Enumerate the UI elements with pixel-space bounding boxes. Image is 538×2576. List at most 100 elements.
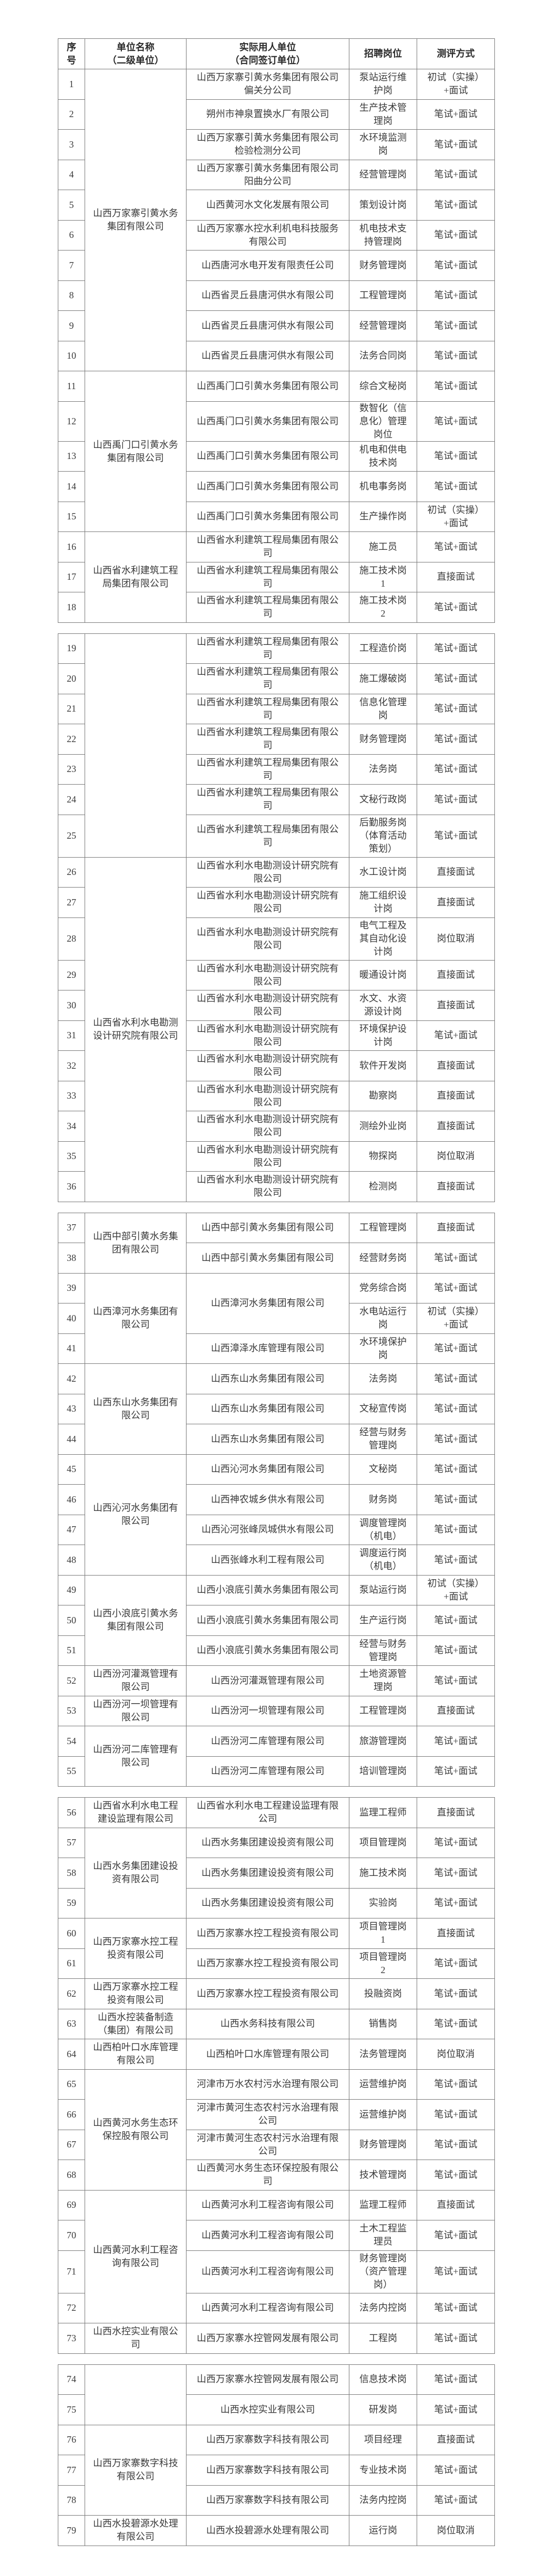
assessment-method-cell: 直接面试 bbox=[417, 1111, 495, 1142]
table-row: 45 山西沁河水务集团有限公司 山西沁河水务集团有限公司 文秘岗 笔试+面试 bbox=[58, 1454, 495, 1576]
position-cell: 工程岗 bbox=[349, 2323, 417, 2354]
serial-number-cell: 24 bbox=[58, 784, 85, 815]
position-cell: 财务管理岗 bbox=[349, 2129, 417, 2160]
assessment-method-cell: 初试（实操）+面试 bbox=[417, 69, 495, 100]
serial-number-cell: 59 bbox=[58, 1887, 85, 1918]
position-cell: 投融资岗 bbox=[349, 1978, 417, 2009]
table-row: 51 山西小浪底引黄水务集团有限公司 经营与财务管理岗 笔试+面试 bbox=[58, 1635, 495, 1666]
employer-cell: 山西省水利水电勘测设计研究院有限公司 bbox=[186, 857, 349, 888]
employer-cell: 山西万家寨数字科技有限公司 bbox=[186, 2455, 349, 2486]
serial-number-cell: 69 bbox=[58, 2189, 85, 2220]
employer-cell: 山西省水利建筑工程局集团有限公司 bbox=[186, 531, 349, 562]
serial-number-cell: 29 bbox=[58, 960, 85, 990]
table-row: 11 山西禹门口引黄水务集团有限公司 山西禹门口引黄水务集团有限公司 综合文秘岗 笔试+… bbox=[58, 371, 495, 532]
serial-number-cell: 30 bbox=[58, 990, 85, 1021]
position-cell: 水环境保护岗 bbox=[349, 1333, 417, 1364]
assessment-method-cell: 直接面试 bbox=[417, 1695, 495, 1726]
assessment-method-cell: 笔试+面试 bbox=[417, 2485, 495, 2516]
position-cell: 施工技术岗 2 bbox=[349, 592, 417, 623]
table-row: 77 山西万家寨数字科技有限公司 专业技术岗 笔试+面试 bbox=[58, 2455, 495, 2486]
serial-number-cell: 54 bbox=[58, 1726, 85, 1757]
position-cell: 施工技术岗 bbox=[349, 1858, 417, 1889]
serial-number-cell: 21 bbox=[58, 693, 85, 724]
position-cell: 泵站运行维护岗 bbox=[349, 69, 417, 100]
employer-cell: 山西中部引黄水务集团有限公司 bbox=[186, 1243, 349, 1274]
assessment-method-cell: 直接面试 bbox=[417, 2189, 495, 2220]
employer-cell: 山西神农城乡供水有限公司 bbox=[186, 1484, 349, 1515]
serial-number-cell: 49 bbox=[58, 1574, 85, 1605]
assessment-method-cell: 直接面试 bbox=[417, 887, 495, 918]
table-row: 59 山西水务集团建设投资有限公司 实验岗 笔试+面试 bbox=[58, 1887, 495, 1918]
assessment-method-cell: 笔试+面试 bbox=[417, 1333, 495, 1364]
unit-name-cell bbox=[85, 2364, 187, 2425]
table-row: 49 山西小浪底引黄水务集团有限公司 山西小浪底引黄水务集团有限公司 泵站运行岗 初试（… bbox=[58, 1574, 495, 1666]
table-row: 18 山西省水利建筑工程局集团有限公司 施工技术岗 2 笔试+面试 bbox=[58, 592, 495, 623]
serial-number-cell: 31 bbox=[58, 1020, 85, 1051]
assessment-method-cell: 笔试+面试 bbox=[417, 531, 495, 562]
employer-cell: 山西省水利水电勘测设计研究院有限公司 bbox=[186, 990, 349, 1021]
employer-cell: 山西东山水务集团有限公司 bbox=[186, 1363, 349, 1394]
assessment-method-cell: 直接面试 bbox=[417, 2424, 495, 2455]
recruitment-table-page-1: 序 号单位名称 （二级单位） 实际用人单位 （合同签订单位） 招聘岗位 测评方式 1 山西… bbox=[58, 38, 495, 623]
position-cell: 项目经理 bbox=[349, 2424, 417, 2455]
position-cell: 软件开发岗 bbox=[349, 1050, 417, 1081]
position-cell: 培训管理岗 bbox=[349, 1756, 417, 1787]
serial-number-cell: 76 bbox=[58, 2424, 85, 2455]
unit-name-cell: 山西万家寨水控工程投资有限公司 bbox=[85, 1978, 187, 2009]
assessment-method-cell: 笔试+面试 bbox=[417, 2455, 495, 2486]
employer-cell: 山西万家寨水控工程投资有限公司 bbox=[186, 1918, 349, 1949]
assessment-method-cell: 笔试+面试 bbox=[417, 1273, 495, 1303]
position-cell: 水文、水资源设计岗 bbox=[349, 990, 417, 1021]
employer-cell: 山西省水利水电勘测设计研究院有限公司 bbox=[186, 1111, 349, 1142]
employer-cell: 山西黄河水文化发展有限公司 bbox=[186, 190, 349, 221]
position-cell: 财务岗 bbox=[349, 1484, 417, 1515]
unit-name-cell: 山西东山水务集团有限公司 bbox=[85, 1363, 187, 1455]
assessment-method-cell: 笔试+面试 bbox=[417, 1363, 495, 1394]
serial-number-cell: 10 bbox=[58, 340, 85, 371]
table-row: 76 山西万家寨数字科技有限公司 山西万家寨数字科技有限公司 项目经理 直接面试 bbox=[58, 2424, 495, 2516]
assessment-method-cell: 笔试+面试 bbox=[417, 1756, 495, 1787]
employer-cell: 山西水务集团建设投资有限公司 bbox=[186, 1887, 349, 1918]
employer-cell: 山西省水利建筑工程局集团有限公司 bbox=[186, 724, 349, 755]
serial-number-cell: 41 bbox=[58, 1333, 85, 1364]
employer-cell: 山西水务科技有限公司 bbox=[186, 2008, 349, 2039]
unit-name-cell: 山西省水利水电勘测设计研究院有限公司 bbox=[85, 857, 187, 1202]
table-row: 1 山西万家寨引黄水务集团有限公司 山西万家寨引黄水务集团有限公司偏关分公司 泵站运行… bbox=[58, 69, 495, 371]
employer-cell: 山西万家寨数字科技有限公司 bbox=[186, 2424, 349, 2455]
serial-number-cell: 35 bbox=[58, 1141, 85, 1172]
position-cell: 工程管理岗 bbox=[349, 1212, 417, 1243]
assessment-method-cell: 笔试+面试 bbox=[417, 2323, 495, 2354]
serial-number-cell: 40 bbox=[58, 1303, 85, 1334]
position-cell: 技术管理岗 bbox=[349, 2160, 417, 2191]
table-row: 57 山西水务集团建设投资有限公司 山西水务集团建设投资有限公司 项目管理岗 笔试+面试 bbox=[58, 1827, 495, 1918]
table-row: 37 山西中部引黄水务集团有限公司 山西中部引黄水务集团有限公司 工程管理岗 直接面试 bbox=[58, 1212, 495, 1274]
recruitment-table-page-3: 37 山西中部引黄水务集团有限公司 山西中部引黄水务集团有限公司 工程管理岗 直接面试 3… bbox=[58, 1212, 495, 1787]
serial-number-cell: 65 bbox=[58, 2069, 85, 2100]
position-cell: 项目管理岗 2 bbox=[349, 1948, 417, 1979]
serial-number-cell: 19 bbox=[58, 633, 85, 664]
employer-cell: 山西省水利建筑工程局集团有限公司 bbox=[186, 754, 349, 785]
serial-number-cell: 51 bbox=[58, 1635, 85, 1666]
serial-number-cell: 50 bbox=[58, 1605, 85, 1636]
employer-cell: 山西东山水务集团有限公司 bbox=[186, 1424, 349, 1455]
serial-number-cell: 7 bbox=[58, 250, 85, 281]
serial-number-cell: 67 bbox=[58, 2129, 85, 2160]
position-cell: 法务岗 bbox=[349, 1363, 417, 1394]
position-cell: 测绘外业岗 bbox=[349, 1111, 417, 1142]
position-cell: 水电站运行岗 bbox=[349, 1303, 417, 1334]
employer-cell: 山西万家寨水控水利机电科技服务有限公司 bbox=[186, 220, 349, 251]
serial-number-cell: 53 bbox=[58, 1695, 85, 1726]
table-row: 33 山西省水利水电勘测设计研究院有限公司 勘察岗 直接面试 bbox=[58, 1080, 495, 1111]
table-row: 70 山西黄河水利工程咨询有限公司 土木工程监理员 笔试+面试 bbox=[58, 2220, 495, 2251]
employer-cell: 山西漳河水务集团有限公司 bbox=[186, 1273, 349, 1334]
unit-name-cell: 山西柏叶口水库管理有限公司 bbox=[85, 2039, 187, 2070]
position-cell: 环境保护设计岗 bbox=[349, 1020, 417, 1051]
assessment-method-cell: 笔试+面试 bbox=[417, 592, 495, 623]
position-cell: 专业技术岗 bbox=[349, 2455, 417, 2486]
position-cell: 综合文秘岗 bbox=[349, 371, 417, 402]
employer-cell: 山西省水利建筑工程局集团有限公司 bbox=[186, 663, 349, 694]
serial-number-cell: 56 bbox=[58, 1797, 85, 1828]
employer-cell: 山西万家寨水控工程投资有限公司 bbox=[186, 1978, 349, 2009]
table-row: 15 山西禹门口引黄水务集团有限公司 生产操作岗 初试（实操）+面试 bbox=[58, 501, 495, 532]
serial-number-cell: 52 bbox=[58, 1665, 85, 1696]
